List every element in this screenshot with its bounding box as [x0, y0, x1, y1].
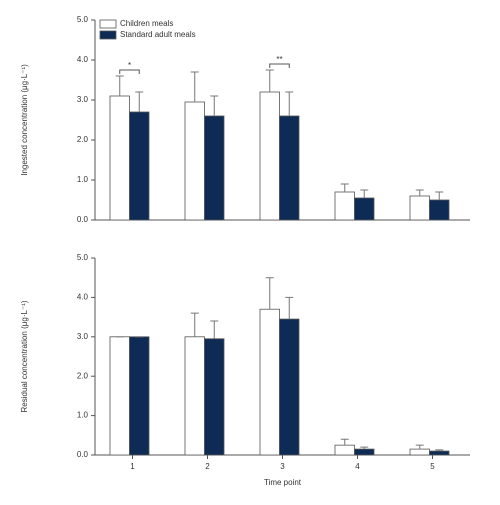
y-axis-label: Ingested concentration (μg·L⁻¹)	[20, 64, 29, 176]
bar	[409, 195, 430, 221]
y-tick-label: 0.0	[77, 215, 89, 224]
bar	[429, 199, 450, 221]
significance-label: *	[128, 61, 131, 70]
y-tick-label: 3.0	[77, 332, 89, 341]
bar	[279, 115, 300, 221]
error-bar	[340, 438, 349, 446]
bar	[429, 450, 450, 456]
error-bar	[285, 296, 294, 320]
x-tick-label: 5	[430, 462, 435, 471]
error-bar	[135, 91, 144, 112]
y-tick-label: 0.0	[77, 450, 89, 459]
y-tick-label: 3.0	[77, 95, 89, 104]
error-bar	[415, 189, 424, 196]
y-tick-label: 2.0	[77, 135, 89, 144]
bar	[129, 336, 150, 456]
x-tick-label: 2	[205, 462, 210, 471]
bar	[109, 95, 130, 221]
x-tick-label: 4	[355, 462, 360, 471]
error-bar	[210, 320, 219, 339]
error-bar	[415, 444, 424, 450]
bar	[109, 336, 130, 456]
y-tick-label: 5.0	[77, 253, 89, 262]
bar	[259, 91, 280, 221]
y-tick-label: 1.0	[77, 175, 89, 184]
significance-label: **	[276, 55, 282, 64]
x-axis-label: Time point	[264, 478, 302, 487]
error-bar	[360, 446, 369, 450]
y-tick-label: 4.0	[77, 55, 89, 64]
y-tick-label: 1.0	[77, 411, 89, 420]
bar	[354, 448, 375, 456]
x-tick-label: 3	[280, 462, 285, 471]
error-bar	[190, 312, 199, 337]
bar	[354, 197, 375, 221]
y-axis-label: Residual concentration (μg·L⁻¹)	[20, 300, 29, 412]
significance-bracket	[269, 63, 290, 68]
y-tick-label: 5.0	[77, 15, 89, 24]
bar	[204, 338, 225, 456]
bar	[129, 111, 150, 221]
error-bar	[435, 449, 444, 452]
bar	[184, 336, 205, 456]
bar	[334, 444, 355, 456]
bar	[334, 191, 355, 221]
bar	[259, 308, 280, 456]
error-bar	[340, 183, 349, 192]
legend-swatch	[99, 30, 117, 40]
x-tick-label: 1	[130, 462, 135, 471]
bar	[279, 318, 300, 456]
y-tick-label: 4.0	[77, 293, 89, 302]
legend-swatch	[99, 19, 117, 29]
y-tick-label: 2.0	[77, 371, 89, 380]
error-bar	[360, 189, 369, 198]
legend-label: Children meals	[120, 19, 173, 28]
error-bar	[265, 277, 274, 310]
error-bar	[190, 71, 199, 102]
bar	[409, 448, 430, 456]
error-bar	[435, 191, 444, 200]
bar	[204, 115, 225, 221]
error-bar	[210, 95, 219, 116]
error-bar	[285, 91, 294, 116]
error-bar	[265, 69, 274, 92]
error-bar	[115, 75, 124, 96]
bar	[184, 101, 205, 221]
significance-bracket	[119, 69, 140, 74]
legend-label: Standard adult meals	[120, 30, 196, 39]
